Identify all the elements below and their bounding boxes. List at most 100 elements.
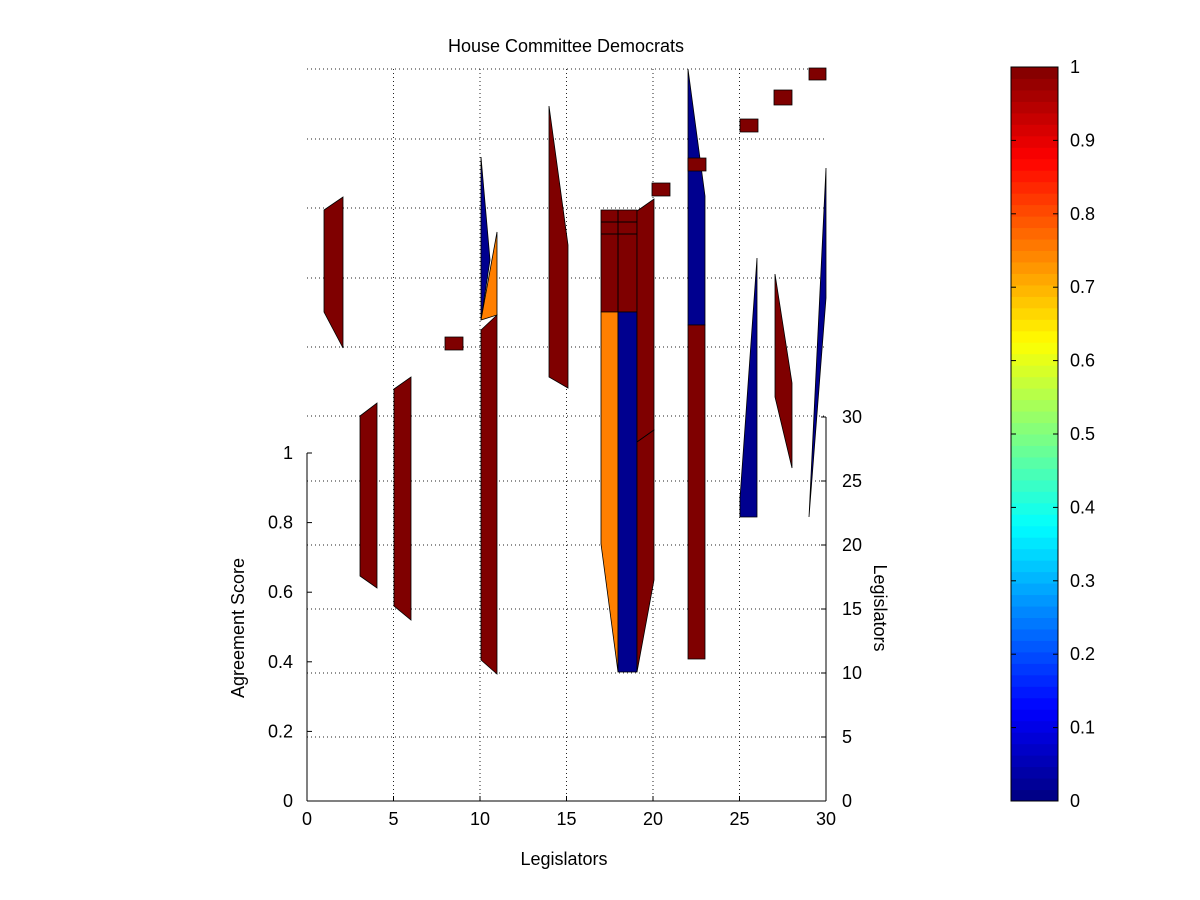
bar-face [773,89,793,106]
bar-face [687,157,707,172]
bar-face [600,209,638,313]
legislator-tick-label: 20 [842,535,862,555]
colorbar-segment [1011,89,1058,102]
colorbar-tick-label: 0.8 [1070,204,1095,224]
bar-face [480,314,498,675]
agreement-tick-label: 0 [283,791,293,811]
bar-face [444,336,464,351]
colorbar: 0 0.1 0.2 0.3 0.4 0.5 0.6 0.7 0.8 0.9 1 [1010,57,1095,811]
colorbar-tick-label: 0.5 [1070,424,1095,444]
colorbar-segment [1011,651,1058,664]
colorbar-segment [1011,456,1058,469]
colorbar-segment [1011,525,1058,538]
colorbar-segment [1011,789,1058,802]
legislator-tick-label: 5 [842,727,852,747]
colorbar-segment [1011,296,1058,309]
x-tick-label: 30 [816,809,836,829]
colorbar-segment [1011,112,1058,125]
colorbar-segment [1011,640,1058,653]
legislator-tick-label: 15 [842,599,862,619]
bar-face [323,196,344,349]
colorbar-segment [1011,594,1058,607]
bar-face [651,182,671,197]
colorbar-segment [1011,434,1058,446]
bar-face [774,273,793,469]
colorbar-segment [1011,239,1058,251]
colorbar-segment [1011,158,1058,171]
legislator-tick-label: 10 [842,663,862,683]
bar-face [739,257,758,518]
z-axis-label: Legislators [870,564,890,651]
colorbar-segment [1011,307,1058,320]
colorbar-segment [1011,135,1058,148]
colorbar-segment [1011,273,1058,286]
bar-face [393,376,412,621]
colorbar-tick-label: 0.7 [1070,277,1095,297]
agreement-tick-label: 1 [283,443,293,463]
colorbar-tick-label: 0 [1070,791,1080,811]
x-tick-label: 25 [729,809,749,829]
colorbar-segment [1011,697,1058,710]
agreement-tick-label: 0.8 [268,513,293,533]
x-tick-label: 15 [556,809,576,829]
bar-face [636,198,655,443]
colorbar-segment [1011,422,1058,435]
chart-title: House Committee Democrats [448,36,684,56]
bar-face [617,311,638,673]
colorbar-segment [1011,674,1058,687]
x-tick-label: 20 [643,809,663,829]
colorbar-segment [1011,67,1058,79]
colorbar-tick-label: 0.2 [1070,644,1095,664]
colorbar-segment [1011,124,1058,137]
bars-layer [323,67,827,675]
colorbar-segment [1011,606,1058,618]
colorbar-segment [1011,709,1058,722]
bar-face [808,67,827,81]
colorbar-segment [1011,181,1058,194]
colorbar-segment [1011,583,1058,596]
colorbar-segment [1011,319,1058,332]
colorbar-segment [1011,571,1058,584]
colorbar-segment [1011,342,1058,355]
colorbar-segment [1011,227,1058,240]
colorbar-segment [1011,468,1058,481]
colorbar-segment [1011,617,1058,630]
colorbar-segment [1011,720,1058,733]
colorbar-tick-label: 0.6 [1070,351,1095,371]
colorbar-segment [1011,411,1058,424]
colorbar-segment [1011,445,1058,458]
colorbar-tick-label: 0.9 [1070,130,1095,150]
colorbar-segment [1011,365,1058,378]
colorbar-tick-label: 0.1 [1070,718,1095,738]
colorbar-segment [1011,743,1058,756]
colorbar-segment [1011,628,1058,641]
colorbar-segment [1011,548,1058,561]
colorbar-tick-label: 0.4 [1070,497,1095,517]
colorbar-segment [1011,250,1058,263]
bar-face [808,167,827,518]
colorbar-segment [1011,193,1058,206]
colorbar-segment [1011,732,1058,745]
bar-face [548,105,569,389]
colorbar-segment [1011,537,1058,550]
bar-face [480,156,491,321]
colorbar-segment [1011,78,1058,91]
grid-lines [307,68,826,801]
colorbar-segment [1011,686,1058,699]
legislator-tick-label: 0 [842,791,852,811]
bar-face [359,402,378,589]
colorbar-segment [1011,778,1058,791]
colorbar-segment [1011,502,1058,515]
bar-face [739,118,759,133]
colorbar-segment [1011,353,1058,366]
colorbar-segment [1011,479,1058,492]
x-axis-label: Legislators [520,849,607,869]
colorbar-segment [1011,330,1058,343]
bar-face [600,311,619,673]
colorbar-segment [1011,560,1058,573]
bar-face [480,231,498,321]
bar-face [687,68,706,326]
agreement-tick-label: 0.2 [268,721,293,741]
legislator-tick-label: 30 [842,407,862,427]
